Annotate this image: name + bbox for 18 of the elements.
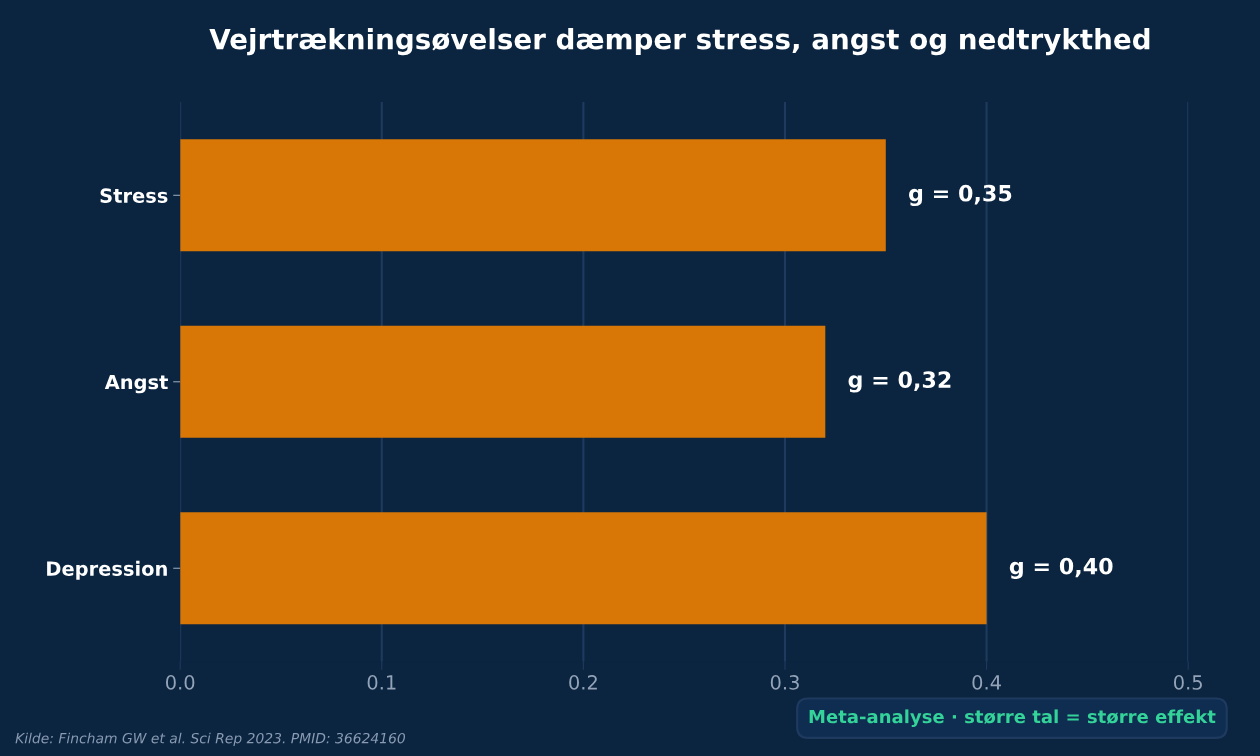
chart-title: Vejrtrækningsøvelser dæmper stress, angst og nedtrykthed [209,28,1150,56]
text: Meta-analyse · større tal = større effekt [809,709,1216,728]
x-tick-label: 0.3 [770,675,799,690]
x-tick-label: 0.0 [166,675,195,690]
data-label: g = 0,40 [1009,557,1113,580]
text: Kilde: Fincham GW et al. Sci Rep 2023. PMID: 36624160 [15,732,406,747]
y-tick-label: Angst [104,374,168,394]
x-tick-label: 0.4 [972,675,1001,690]
data-label: g = 0,35 [909,184,1012,207]
data-label: g = 0,32 [848,371,951,393]
bar [180,139,886,252]
x-tick-label: 0.1 [367,675,396,690]
y-tick-label: Depression [47,560,167,580]
x-tick-label: 0.2 [569,675,597,690]
y-tick-label: Stress [100,188,168,203]
x-tick-label: 0.5 [1174,675,1202,690]
bar [180,512,987,625]
bar [180,325,826,438]
